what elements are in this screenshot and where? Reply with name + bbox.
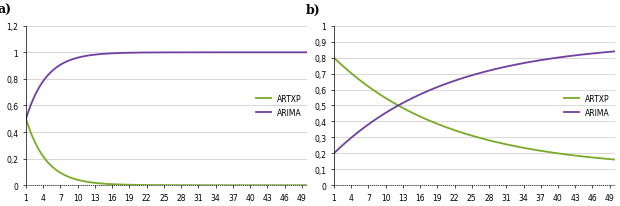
ARTXP (253, 184, 260, 186)
ARIMA (330, 152, 338, 155)
ARTXP (22, 118, 30, 121)
ARTXP (297, 184, 304, 186)
ARIMA (304, 52, 311, 54)
ARIMA (561, 56, 569, 59)
ARIMA (175, 52, 182, 54)
ARTXP (175, 184, 182, 186)
ARIMA (605, 52, 613, 54)
ARTXP (482, 139, 490, 141)
Legend: ARTXP, ARIMA: ARTXP, ARIMA (562, 93, 611, 119)
ARTXP (330, 57, 338, 60)
ARTXP (612, 159, 619, 161)
ARIMA (156, 52, 164, 54)
Text: a): a) (0, 4, 12, 17)
ARIMA (297, 52, 304, 54)
ARTXP (561, 153, 569, 156)
ARTXP (464, 133, 471, 136)
Legend: ARTXP, ARIMA: ARTXP, ARIMA (254, 93, 304, 119)
ARTXP (466, 134, 473, 136)
ARTXP (304, 184, 311, 186)
ARTXP (605, 158, 613, 160)
ARTXP (190, 184, 197, 186)
ARIMA (157, 52, 165, 54)
Line: ARIMA: ARIMA (26, 53, 308, 119)
ARIMA (612, 51, 619, 53)
ARIMA (482, 71, 490, 73)
ARIMA (253, 52, 260, 54)
ARIMA (22, 118, 30, 121)
ARIMA (464, 76, 471, 78)
Line: ARTXP: ARTXP (26, 119, 308, 185)
ARTXP (157, 184, 165, 186)
ARIMA (190, 52, 197, 54)
Line: ARTXP: ARTXP (334, 58, 616, 160)
ARTXP (498, 142, 505, 145)
ARIMA (498, 67, 505, 70)
Text: b): b) (306, 4, 321, 17)
Line: ARIMA: ARIMA (334, 52, 616, 153)
ARIMA (466, 75, 473, 78)
ARTXP (156, 184, 164, 186)
